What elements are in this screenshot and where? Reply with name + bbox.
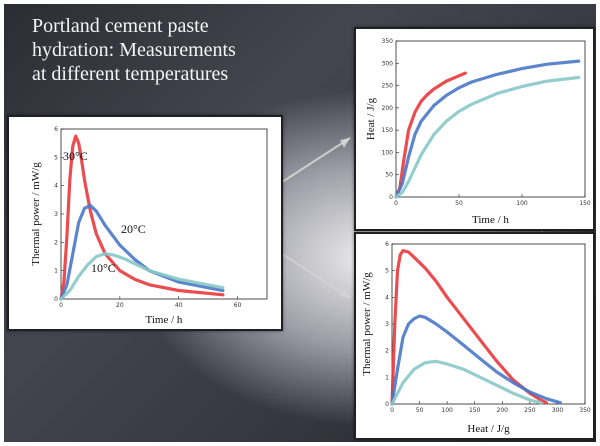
series-line-0 xyxy=(390,249,548,406)
y-tick-label: 0 xyxy=(385,401,389,408)
y-tick-label: 3 xyxy=(54,211,58,218)
y-tick-label: 6 xyxy=(385,241,389,248)
x-tick-label: 0 xyxy=(394,200,398,207)
series-line-2 xyxy=(390,359,543,406)
x-tick-label: 250 xyxy=(524,407,536,414)
series-label-2: 10°C xyxy=(91,261,116,275)
y-tick-label: 0 xyxy=(54,296,58,303)
series-line-2 xyxy=(59,252,225,301)
y-axis-label: Thermal power / mW/g xyxy=(361,272,373,376)
y-tick-label: 250 xyxy=(382,83,394,90)
y-tick-label: 5 xyxy=(385,268,389,275)
x-tick-label: 200 xyxy=(497,407,509,414)
x-tick-label: 20 xyxy=(116,302,124,309)
heat-vs-time-chart: 0 50 100 150 0 50 100 150 200 250 300 350 Time / h He… xyxy=(365,38,591,226)
y-tick-label: 0 xyxy=(389,194,393,201)
y-tick-label: 350 xyxy=(382,38,394,45)
y-tick-label: 4 xyxy=(385,294,389,301)
slide-title: Portland cement paste hydration: Measure… xyxy=(32,14,302,86)
y-tick-label: 100 xyxy=(382,149,394,156)
series-line-0 xyxy=(394,71,467,199)
y-tick-label: 1 xyxy=(385,374,389,381)
power-vs-heat-panel: 0 50 100 150 200 250 300 350 0 1 2 3 4 5 6 Heat / J/g Th… xyxy=(354,232,595,440)
power-vs-time-panel: 0 20 40 60 0 1 2 3 4 5 6 Time / h Thermal power / mW… xyxy=(7,115,283,331)
series-label-0: 30°C xyxy=(63,149,88,163)
y-tick-label: 50 xyxy=(385,172,393,179)
x-axis-label: Heat / J/g xyxy=(467,423,510,435)
slide-title-line-1: Portland cement paste xyxy=(32,15,209,37)
x-axis-label: Time / h xyxy=(472,214,509,226)
presentation-slide: Portland cement paste hydration: Measure… xyxy=(4,4,596,442)
x-tick-label: 0 xyxy=(390,407,394,414)
x-tick-label: 150 xyxy=(469,407,481,414)
x-tick-label: 60 xyxy=(234,302,242,309)
power-vs-time-chart: 0 20 40 60 0 1 2 3 4 5 6 Time / h Thermal power / mW… xyxy=(30,126,268,326)
x-tick-label: 100 xyxy=(516,200,528,207)
x-tick-label: 150 xyxy=(579,200,591,207)
series-line-1 xyxy=(390,314,562,406)
x-tick-label: 40 xyxy=(175,302,183,309)
x-tick-label: 0 xyxy=(59,302,63,309)
x-tick-label: 100 xyxy=(441,407,453,414)
power-vs-heat-chart: 0 50 100 150 200 250 300 350 0 1 2 3 4 5 6 Heat / J/g Th… xyxy=(361,241,591,435)
y-tick-label: 1 xyxy=(54,268,58,275)
arrow-to-heat-chart xyxy=(275,137,351,187)
series-label-1: 20°C xyxy=(121,222,146,236)
series-line-1 xyxy=(394,59,581,199)
y-tick-label: 2 xyxy=(54,239,58,246)
y-tick-label: 6 xyxy=(54,126,58,133)
y-axis-label: Heat / J/g xyxy=(365,97,377,140)
arrow-to-power-heat-chart xyxy=(275,249,351,299)
y-tick-label: 5 xyxy=(54,154,58,161)
x-tick-label: 300 xyxy=(552,407,564,414)
series-line-1 xyxy=(59,203,225,301)
series-line-2 xyxy=(394,75,581,199)
y-tick-label: 300 xyxy=(382,60,394,67)
y-axis-label: Thermal power / mW/g xyxy=(30,162,42,266)
y-tick-label: 4 xyxy=(54,183,58,190)
y-tick-label: 150 xyxy=(382,127,394,134)
x-axis-label: Time / h xyxy=(146,314,183,326)
y-tick-label: 3 xyxy=(385,321,389,328)
slide-title-line-2: hydration: Measurements xyxy=(32,39,236,61)
x-tick-label: 50 xyxy=(455,200,463,207)
y-tick-label: 200 xyxy=(382,105,394,112)
x-tick-label: 50 xyxy=(416,407,424,414)
plot-frame xyxy=(395,40,586,198)
x-tick-label: 350 xyxy=(579,407,591,414)
series-line-0 xyxy=(59,134,225,301)
y-tick-label: 2 xyxy=(385,348,389,355)
slide-title-line-3: at different temperatures xyxy=(32,63,229,85)
heat-vs-time-panel: 0 50 100 150 0 50 100 150 200 250 300 350 Time / h He… xyxy=(354,27,595,231)
